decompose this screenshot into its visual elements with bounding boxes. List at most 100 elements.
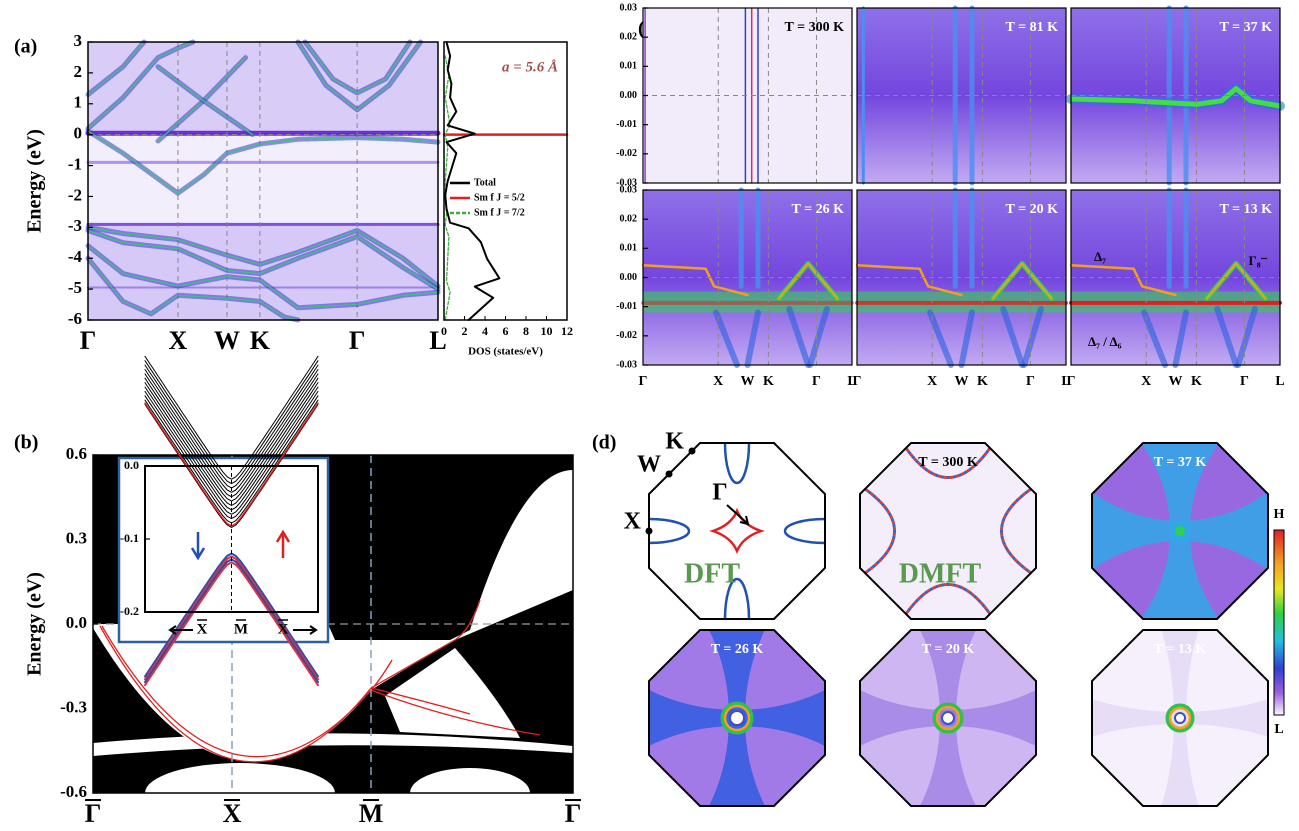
x-tick-label: 2 (462, 324, 468, 338)
x-tick-label: W (741, 374, 755, 389)
x-tick-label: Γ (639, 374, 648, 389)
x-tick-label: W (1169, 374, 1183, 389)
x-tick-label: 6 (503, 324, 509, 338)
temperature-label: T = 300 K (785, 20, 845, 35)
x-tick-label: W (955, 374, 969, 389)
temperature-label: T = 300 K (918, 455, 978, 470)
y-tick-label: -0.01 (616, 119, 637, 130)
x-tick-label: Γ (853, 374, 862, 389)
x-tick-label: Γ (80, 326, 97, 355)
method-label: DFT (684, 558, 740, 589)
y-tick-label: 0.0 (124, 458, 139, 472)
x-tick-label: X (278, 621, 289, 637)
y-tick-label: 0 (74, 124, 83, 143)
x-tick-label: 0 (441, 324, 447, 338)
x-tick-label: W (214, 326, 240, 355)
y-tick-label: 0.3 (66, 528, 87, 547)
brillouin-zone (649, 443, 825, 619)
x-tick-label: 12 (561, 324, 573, 338)
temperature-label: T = 37 K (1154, 455, 1207, 470)
x-tick-label: 4 (482, 324, 488, 338)
x-tick-label: L (1275, 374, 1284, 389)
x-tick-label: Γ (565, 799, 582, 828)
y-tick-label: 1 (74, 93, 83, 112)
y-tick-label: 0.03 (620, 184, 638, 195)
y-tick-label: -2 (68, 185, 82, 204)
y-tick-label: -5 (68, 278, 82, 297)
temperature-label: T = 20 K (922, 642, 975, 657)
fermi-pocket (1175, 713, 1185, 723)
temperature-label: T = 26 K (792, 202, 845, 217)
temperature-label: T = 13 K (1220, 202, 1273, 217)
method-label: DMFT (899, 558, 982, 589)
temperature-label: T = 20 K (1006, 202, 1059, 217)
x-tick-label: Γ (1067, 374, 1076, 389)
x-tick-label: Γ (349, 326, 366, 355)
axis-title: Energy (eV) (24, 129, 46, 233)
colorbar-label: L (1274, 722, 1283, 737)
temperature-label: T = 13 K (1154, 642, 1207, 657)
colorbar (1274, 530, 1284, 715)
fermi-pocket (730, 711, 744, 725)
k-point (689, 448, 696, 455)
y-tick-label: -0.6 (60, 782, 87, 801)
k-point-label: Γ (712, 480, 727, 506)
y-tick-label: 0.01 (620, 243, 638, 254)
y-tick-label: -0.1 (120, 531, 139, 545)
temperature-label: T = 81 K (1006, 20, 1059, 35)
x-tick-label: X (927, 374, 937, 389)
y-tick-label: -0.02 (616, 330, 637, 341)
fermi-pocket (1175, 526, 1185, 536)
x-tick-label: X (1141, 374, 1151, 389)
y-tick-label: -0.3 (60, 697, 87, 716)
x-tick-label: X (713, 374, 723, 389)
x-tick-label: K (250, 326, 271, 355)
y-tick-label: 0.01 (620, 61, 638, 72)
figure: (a) (b) (c) (d) Energy (eV) Energy (eV) … (0, 0, 1299, 831)
temperature-label: T = 37 K (1220, 20, 1273, 35)
y-tick-label: 0.6 (66, 444, 87, 463)
y-tick-label: 0.03 (620, 2, 638, 13)
x-tick-label: K (763, 374, 774, 389)
x-tick-label: Γ (85, 799, 102, 828)
k-point-label: W (637, 452, 661, 478)
temperature-label: T = 26 K (711, 642, 764, 657)
x-tick-label: M (359, 799, 384, 828)
x-tick-label: K (1191, 374, 1202, 389)
y-tick-label: -3 (68, 216, 82, 235)
x-tick-label: 10 (541, 324, 553, 338)
y-tick-label: 3 (74, 31, 83, 50)
x-tick-label: Γ (812, 374, 821, 389)
dos-bg (444, 42, 567, 320)
y-tick-label: 2 (74, 62, 83, 81)
annotation: a = 5.6 Å (502, 59, 558, 75)
y-tick-label: 0.0 (66, 613, 87, 632)
k-point-label: K (665, 429, 684, 455)
legend-label: Total (474, 177, 496, 188)
y-tick-label: -0.01 (616, 301, 637, 312)
k-point (666, 471, 673, 478)
legend-label: Sm f J = 7/2 (474, 207, 525, 218)
x-tick-label: Γ (1240, 374, 1249, 389)
y-tick-label: -4 (68, 247, 83, 266)
axis-title: DOS (states/eV) (468, 346, 543, 358)
k-point (646, 528, 653, 535)
x-tick-label: M (234, 621, 248, 637)
panel-label: (a) (14, 36, 37, 58)
x-tick-label: X (197, 621, 208, 637)
panel-label: (b) (14, 432, 38, 454)
y-tick-label: 0.00 (620, 272, 638, 283)
x-tick-label: K (977, 374, 988, 389)
y-tick-label: -0.2 (120, 604, 139, 618)
axis-title: Energy (eV) (24, 572, 46, 676)
fermi-pocket (942, 712, 954, 724)
y-tick-label: -0.03 (616, 359, 637, 370)
x-tick-label: 8 (523, 324, 529, 338)
y-tick-label: 0.02 (620, 213, 638, 224)
annotation: Δ₇ (1094, 249, 1106, 264)
annotation: Γ₈⁻ (1248, 253, 1267, 268)
y-tick-label: 0.02 (620, 31, 638, 42)
annotation: Δ₇ / Δ₆ (1088, 334, 1122, 349)
y-tick-label: 0.00 (620, 90, 638, 101)
x-tick-label: Γ (1026, 374, 1035, 389)
